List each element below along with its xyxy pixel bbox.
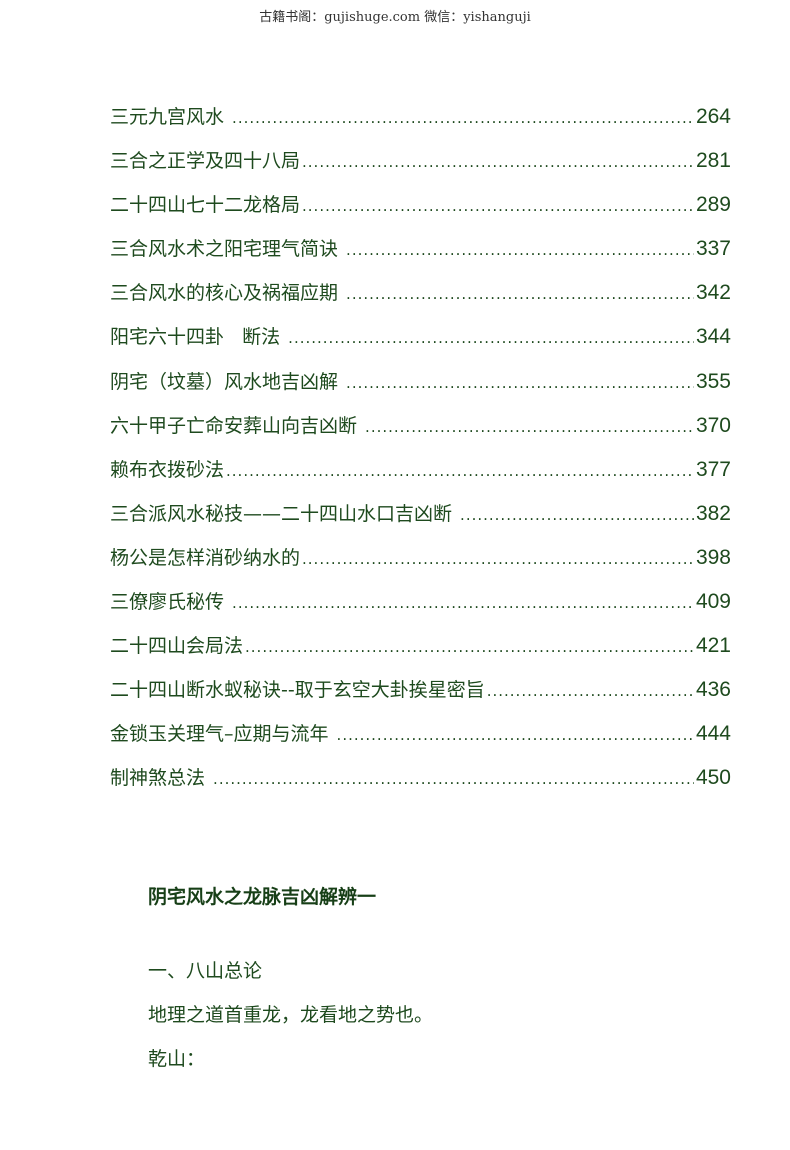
- toc-page-number: 377: [695, 457, 731, 481]
- leader-dots: [245, 634, 694, 660]
- toc-title: 三合之正学及四十八局: [110, 150, 301, 173]
- table-of-contents: 三元九宫风水 264三合之正学及四十八局281二十四山七十二龙格局289三合风水…: [110, 104, 731, 810]
- toc-title: 二十四山七十二龙格局: [110, 194, 301, 217]
- toc-title: 赖布衣拨砂法: [110, 458, 225, 481]
- toc-title: 六十甲子亡命安葬山向吉凶断: [110, 414, 364, 437]
- toc-page-number: 281: [695, 149, 731, 173]
- leader-dots: [346, 237, 694, 263]
- toc-entry[interactable]: 阴宅（坟墓）风水地吉凶解 355: [110, 369, 731, 413]
- toc-page-number: 382: [695, 501, 731, 525]
- toc-page-number: 450: [695, 766, 731, 790]
- toc-page-number: 436: [695, 678, 731, 702]
- toc-entry[interactable]: 六十甲子亡命安葬山向吉凶断 370: [110, 413, 731, 457]
- toc-title: 制神煞总法: [110, 767, 212, 790]
- toc-entry[interactable]: 三合派风水秘技——二十四山水口吉凶断 382: [110, 501, 731, 545]
- list-item-label: 乾山：: [148, 1048, 206, 1070]
- toc-page-number: 342: [695, 281, 731, 305]
- toc-entry[interactable]: 金锁玉关理气–应期与流年 444: [110, 721, 731, 765]
- leader-dots: [232, 105, 694, 131]
- toc-entry[interactable]: 赖布衣拨砂法 377: [110, 457, 731, 501]
- section-heading: 阴宅风水之龙脉吉凶解辨一: [148, 886, 377, 908]
- toc-page-number: 444: [695, 722, 731, 746]
- toc-page-number: 355: [695, 369, 731, 393]
- toc-entry[interactable]: 二十四山七十二龙格局 289: [110, 192, 731, 236]
- toc-entry[interactable]: 阳宅六十四卦 断法 344: [110, 324, 731, 368]
- leader-dots: [302, 193, 694, 219]
- toc-title: 三元九宫风水: [110, 106, 231, 128]
- toc-page-number: 289: [695, 193, 731, 217]
- toc-title: 二十四山断水蚁秘诀--取于玄空大卦挨星密旨: [110, 679, 485, 702]
- watermark-header: 古籍书阁：gujishuge.com 微信：yishanguji: [259, 10, 531, 25]
- toc-entry[interactable]: 二十四山断水蚁秘诀--取于玄空大卦挨星密旨 436: [110, 677, 731, 721]
- toc-entry[interactable]: 三僚廖氏秘传 409: [110, 589, 731, 633]
- leader-dots: [337, 722, 694, 748]
- toc-title: 三合派风水秘技——二十四山水口吉凶断: [110, 502, 459, 525]
- toc-page-number: 409: [695, 590, 731, 614]
- leader-dots: [288, 325, 694, 351]
- toc-page-number: 344: [695, 325, 731, 349]
- toc-title: 阴宅（坟墓）风水地吉凶解: [110, 370, 345, 393]
- leader-dots: [346, 370, 694, 396]
- leader-dots: [460, 502, 694, 528]
- leader-dots: [226, 458, 694, 484]
- toc-title: 金锁玉关理气–应期与流年: [110, 723, 335, 746]
- toc-entry[interactable]: 二十四山会局法 421: [110, 633, 731, 677]
- subheading: 一、八山总论: [148, 960, 263, 982]
- leader-dots: [487, 678, 694, 704]
- leader-dots: [302, 149, 694, 175]
- toc-page-number: 370: [695, 413, 731, 437]
- leader-dots: [232, 590, 694, 616]
- leader-dots: [346, 281, 694, 307]
- toc-entry[interactable]: 三合风水术之阳宅理气简诀 337: [110, 236, 731, 280]
- toc-page-number: 421: [695, 634, 731, 658]
- leader-dots: [302, 546, 694, 572]
- toc-entry[interactable]: 制神煞总法 450: [110, 765, 731, 809]
- toc-entry[interactable]: 三元九宫风水 264: [110, 104, 731, 148]
- toc-title: 三合风水术之阳宅理气简诀: [110, 238, 345, 261]
- toc-title: 三僚廖氏秘传: [110, 591, 231, 614]
- toc-title: 阳宅六十四卦 断法: [110, 326, 287, 349]
- toc-title: 杨公是怎样消砂纳水的: [110, 546, 301, 569]
- toc-entry[interactable]: 三合风水的核心及祸福应期 342: [110, 280, 731, 324]
- toc-page-number: 398: [695, 545, 731, 569]
- leader-dots: [365, 414, 694, 440]
- leader-dots: [213, 766, 694, 792]
- toc-title: 三合风水的核心及祸福应期: [110, 282, 345, 305]
- toc-page-number: 337: [695, 237, 731, 261]
- toc-entry[interactable]: 杨公是怎样消砂纳水的 398: [110, 545, 731, 589]
- toc-page-number: 264: [695, 105, 731, 128]
- paragraph: 地理之道首重龙，龙看地之势也。: [148, 1004, 434, 1026]
- toc-entry[interactable]: 三合之正学及四十八局 281: [110, 148, 731, 192]
- toc-title: 二十四山会局法: [110, 635, 244, 658]
